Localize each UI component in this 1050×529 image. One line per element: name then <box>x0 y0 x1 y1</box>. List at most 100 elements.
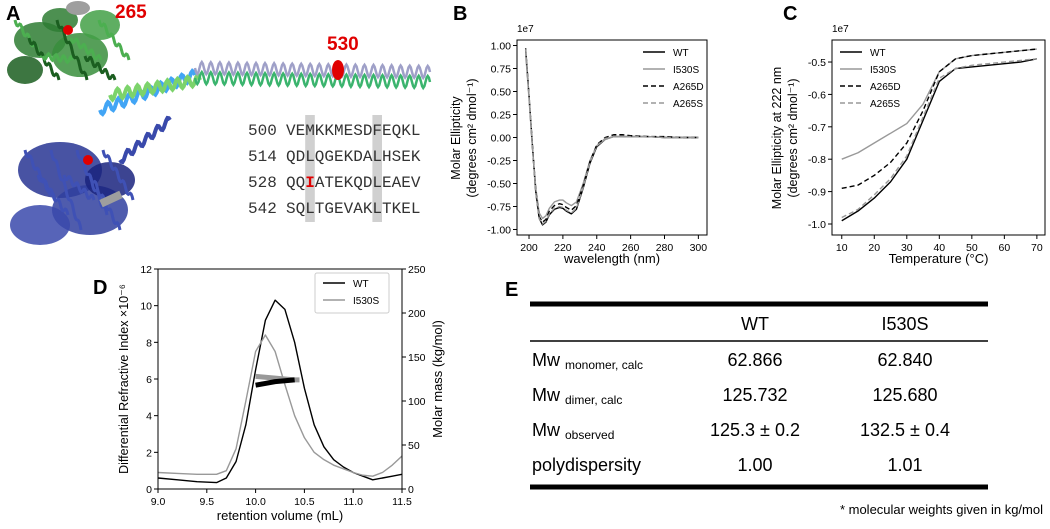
y2-tick-label: 50 <box>408 440 420 452</box>
y-axis-label: (degrees cm² dmol⁻¹) <box>465 78 479 197</box>
y2-tick-label: 100 <box>408 396 426 408</box>
axis-offset: 1e7 <box>517 24 534 35</box>
panel-label: C <box>783 3 797 25</box>
y2-tick-label: 0 <box>408 484 414 496</box>
structure-panel <box>7 1 432 245</box>
x-tick-label: 220 <box>554 242 572 254</box>
helix <box>49 149 83 231</box>
helix-gray <box>99 190 123 208</box>
residue-label: 530 <box>327 34 359 55</box>
panel-label: B <box>453 3 467 25</box>
legend-frame <box>314 272 390 314</box>
helix <box>69 37 103 61</box>
y-tick-label: -1.00 <box>487 224 511 236</box>
y-tick-label: 12 <box>140 264 152 276</box>
x-tick-label: 300 <box>690 242 708 254</box>
helix <box>108 72 202 103</box>
cell: 1.00 <box>737 455 772 475</box>
cell: 1.01 <box>887 455 922 475</box>
y-axis-label: Differential Refractive Index ×10⁻⁶ <box>117 284 131 474</box>
legend-label: A265D <box>870 82 901 93</box>
x-tick-label: 40 <box>933 242 945 254</box>
y-tick-label: -0.9 <box>808 187 826 199</box>
y-tick-label: -0.6 <box>808 89 826 101</box>
y-tick-label: 4 <box>146 411 152 423</box>
cell: 62.840 <box>877 350 932 370</box>
row-label-main: Mw <box>532 385 561 405</box>
row-label-main: polydispersity <box>532 455 641 475</box>
x-tick-label: 30 <box>901 242 913 254</box>
y-tick-label: 2 <box>146 447 152 459</box>
helix <box>36 174 70 216</box>
sequence-segment: ATEKQDLEAEV <box>315 174 421 192</box>
y-tick-label: 10 <box>140 301 152 313</box>
x-tick-label: 260 <box>622 242 640 254</box>
blob <box>66 1 90 15</box>
x-tick-label: 9.0 <box>151 496 166 508</box>
legend-label: A265D <box>673 82 704 93</box>
series-line <box>841 58 1038 222</box>
sequence: QQIATEKQDLEAEV <box>286 174 421 192</box>
helix <box>118 115 172 165</box>
series-line <box>524 49 699 225</box>
helix <box>97 19 131 61</box>
cell: 62.866 <box>727 350 782 370</box>
residue-number: 514 <box>248 148 277 166</box>
x-tick-label: 11.5 <box>392 496 412 508</box>
series-line <box>841 58 1037 219</box>
panel-label: D <box>93 277 107 299</box>
series-line <box>841 48 1037 190</box>
helix <box>41 51 75 65</box>
x-tick-label: 20 <box>868 242 880 254</box>
axis-offset: 1e7 <box>832 24 849 35</box>
sequence-segment: QQ <box>286 174 305 192</box>
y-tick-label: 8 <box>146 337 152 349</box>
series-line <box>524 48 699 223</box>
y-tick-label: 0.25 <box>491 110 512 122</box>
plot-frame <box>516 39 708 236</box>
helix <box>193 69 432 91</box>
sequence-segment: SQLTGEVAKLTKEL <box>286 200 420 218</box>
x-axis-label: retention volume (mL) <box>217 508 343 523</box>
row-label-main: Mw <box>532 350 561 370</box>
y-tick-label: -0.50 <box>487 178 511 190</box>
x-tick-label: 280 <box>656 242 674 254</box>
y2-tick-label: 250 <box>408 264 426 276</box>
column-highlight <box>305 115 315 222</box>
helix <box>83 55 117 81</box>
residue-number: 542 <box>248 200 277 218</box>
sequence-segment: QDLQGEKDALHSEK <box>286 148 421 166</box>
x-tick-label: 240 <box>588 242 606 254</box>
x-tick-label: 60 <box>999 242 1011 254</box>
legend-label: I530S <box>673 65 699 76</box>
x-axis-label: wavelength (nm) <box>563 251 660 266</box>
y2-axis-label: Molar mass (kg/mol) <box>430 320 445 438</box>
residue-dot <box>332 60 344 80</box>
series-line <box>255 373 300 383</box>
legend-label: WT <box>353 279 369 290</box>
row-label: Mw dimer, calc <box>532 385 622 407</box>
y-tick-label: -0.25 <box>487 155 511 167</box>
legend-label: WT <box>870 48 886 59</box>
panel-label: A <box>6 3 20 25</box>
y-tick-label: 0.50 <box>491 87 512 99</box>
column-header: I530S <box>881 314 928 334</box>
y-axis-label: Molar Ellipticity at 222 nm <box>770 67 784 209</box>
row-label-sub: monomer, calc <box>565 358 643 372</box>
sequence: VEMKKMESDFEQKL <box>286 122 420 140</box>
row-label: polydispersity <box>532 455 641 475</box>
sequence: SQLTGEVAKLTKEL <box>286 200 420 218</box>
helix <box>62 174 96 201</box>
helix <box>101 149 135 201</box>
residue-number: 528 <box>248 174 277 192</box>
cell: 125.680 <box>872 385 937 405</box>
residue-label: 265 <box>115 2 147 23</box>
sequence-segment: VEMKKMESDFEQKL <box>286 122 420 140</box>
x-tick-label: 50 <box>966 242 978 254</box>
cell: 125.732 <box>722 385 787 405</box>
residue-number: 500 <box>248 122 277 140</box>
x-tick-label: 9.5 <box>199 496 214 508</box>
series-line <box>158 334 402 477</box>
helix <box>23 149 57 201</box>
